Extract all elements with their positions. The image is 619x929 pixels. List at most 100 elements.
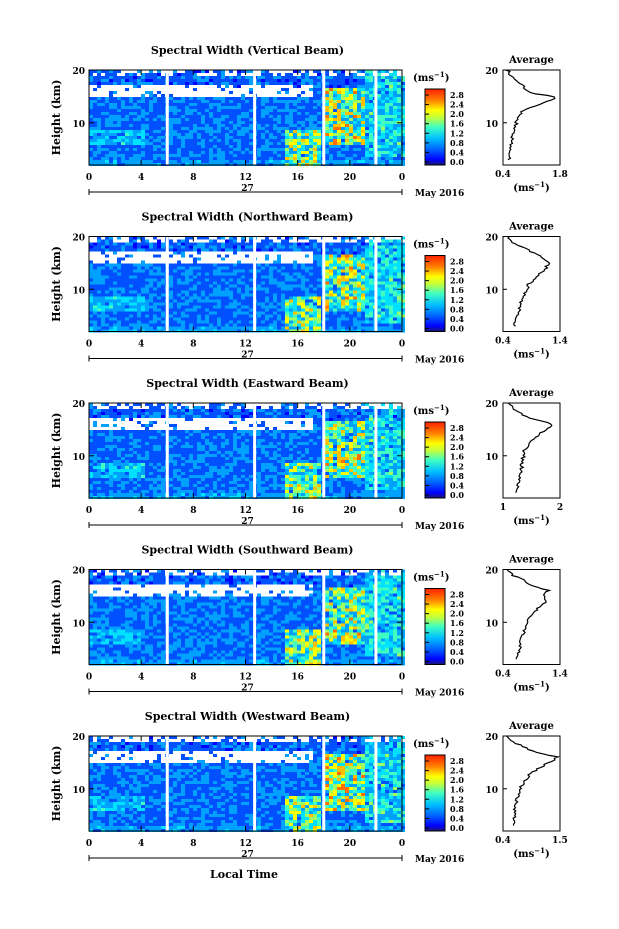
heatmap-cell xyxy=(109,478,113,481)
heatmap-cell xyxy=(129,121,133,124)
heatmap-cell xyxy=(301,148,305,151)
heatmap-cell xyxy=(329,242,333,246)
heatmap-cell xyxy=(289,106,293,109)
heatmap-cell xyxy=(193,73,197,76)
heatmap-cell xyxy=(101,157,105,160)
heatmap-cell xyxy=(101,284,105,288)
heatmap-cell xyxy=(269,317,273,321)
heatmap-cell xyxy=(377,320,381,324)
heatmap-cell xyxy=(145,263,149,267)
heatmap-cell xyxy=(353,112,357,115)
heatmap-cell xyxy=(329,100,333,103)
heatmap-cell xyxy=(201,293,205,297)
heatmap-cell xyxy=(289,133,293,136)
heatmap-cell xyxy=(317,251,321,255)
heatmap-cell xyxy=(369,148,373,151)
heatmap-cell xyxy=(401,311,405,315)
heatmap-cell xyxy=(141,284,145,288)
heatmap-cell xyxy=(221,79,225,82)
heatmap-cell xyxy=(377,82,381,85)
heatmap-cell xyxy=(161,97,165,100)
heatmap-cell xyxy=(145,82,149,85)
heatmap-cell xyxy=(389,266,393,270)
heatmap-cell xyxy=(137,299,141,303)
heatmap-cell xyxy=(141,136,145,139)
heatmap-cell xyxy=(293,293,297,297)
heatmap-cell xyxy=(185,154,189,157)
heatmap-cell xyxy=(201,103,205,106)
heatmap-cell xyxy=(281,248,285,252)
heatmap-cell xyxy=(249,284,253,288)
heatmap-cell xyxy=(169,302,173,306)
heatmap-cell xyxy=(213,115,217,118)
heatmap-cell xyxy=(337,127,341,130)
heatmap-cell xyxy=(249,148,253,151)
heatmap-cell xyxy=(241,308,245,312)
heatmap-cell xyxy=(265,317,269,321)
heatmap-cell xyxy=(245,293,249,297)
heatmap-cell xyxy=(169,109,173,112)
heatmap-cell xyxy=(289,284,293,288)
heatmap-cell xyxy=(377,248,381,252)
heatmap-cell xyxy=(153,103,157,106)
heatmap-cell xyxy=(105,154,109,157)
heatmap-cell xyxy=(257,266,261,270)
heatmap-cell xyxy=(325,272,329,276)
heatmap-cell xyxy=(197,305,201,309)
heatmap-cell xyxy=(105,478,109,481)
heatmap-cell xyxy=(297,302,301,306)
heatmap-cell xyxy=(401,133,405,136)
heatmap-cell xyxy=(237,266,241,270)
heatmap-cell xyxy=(197,320,201,324)
heatmap-cell xyxy=(237,263,241,267)
heatmap-cell xyxy=(269,145,273,148)
heatmap-cell xyxy=(217,314,221,318)
heatmap-cell xyxy=(269,133,273,136)
heatmap-cell xyxy=(337,88,341,91)
heatmap-cell xyxy=(337,296,341,300)
heatmap-cell xyxy=(89,439,93,442)
heatmap-cell xyxy=(381,263,385,267)
heatmap-cell xyxy=(229,266,233,270)
heatmap-cell xyxy=(221,278,225,282)
heatmap-cell xyxy=(301,299,305,303)
heatmap-cell xyxy=(385,103,389,106)
heatmap-cell xyxy=(285,157,289,160)
heatmap-cell xyxy=(225,136,229,139)
heatmap-cell xyxy=(357,154,361,157)
heatmap-cell xyxy=(317,245,321,249)
heatmap-cell xyxy=(129,160,133,163)
heatmap-cell xyxy=(309,109,313,112)
heatmap-cell xyxy=(377,121,381,124)
heatmap-cell xyxy=(261,281,265,285)
heatmap-cell xyxy=(305,82,309,85)
heatmap-cell xyxy=(269,136,273,139)
heatmap-cell xyxy=(117,278,121,282)
heatmap-cell xyxy=(293,326,297,330)
heatmap-cell xyxy=(193,118,197,121)
heatmap-cell xyxy=(241,139,245,142)
heatmap-cell xyxy=(349,88,353,91)
heatmap-cell xyxy=(381,305,385,309)
heatmap-cell xyxy=(245,160,249,163)
heatmap-cell xyxy=(225,263,229,267)
heatmap-cell xyxy=(401,251,405,255)
heatmap-cell xyxy=(197,70,201,73)
heatmap-cell xyxy=(333,85,337,88)
heatmap-cell xyxy=(229,263,233,267)
heatmap-cell xyxy=(221,142,225,145)
heatmap-cell xyxy=(137,317,141,321)
heatmap-cell xyxy=(173,130,177,133)
heatmap-cell xyxy=(329,160,333,163)
heatmap-cell xyxy=(101,160,105,163)
heatmap-cell xyxy=(341,115,345,118)
heatmap-cell xyxy=(133,263,137,267)
heatmap-cell xyxy=(129,100,133,103)
heatmap-cell xyxy=(125,454,129,457)
heatmap-cell xyxy=(261,133,265,136)
heatmap-cell xyxy=(365,308,369,312)
heatmap-cell xyxy=(189,308,193,312)
heatmap-cell xyxy=(273,148,277,151)
heatmap-cell xyxy=(153,145,157,148)
heatmap-cell xyxy=(177,299,181,303)
